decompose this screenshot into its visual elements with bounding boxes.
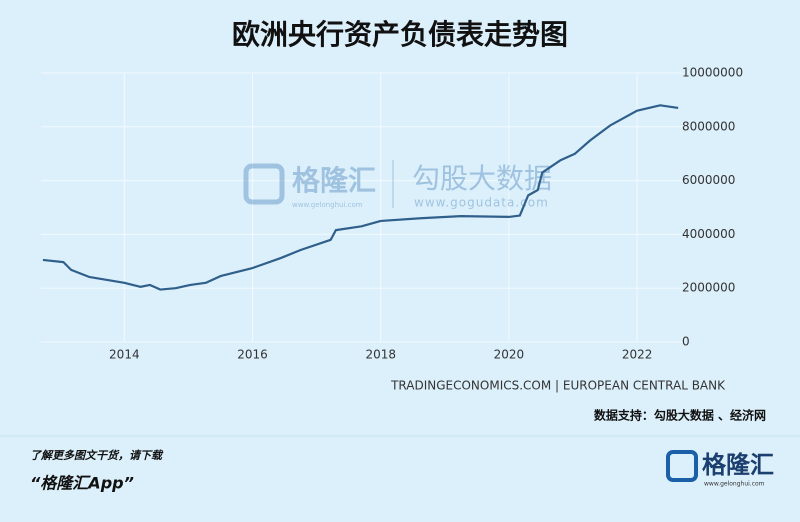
y-tick-label: 10000000: [682, 66, 743, 80]
logo-icon: [666, 450, 698, 482]
footer-app: “格隆汇App”: [30, 474, 134, 493]
logo-name: 格隆汇: [702, 451, 774, 479]
grid: 0 2000000 4000000 6000000 8000000 10000000 201…: [41, 66, 743, 362]
y-tick-label: 2000000: [682, 281, 735, 295]
watermark-brand-url: www.gelonghui.com: [292, 201, 363, 209]
chart-title: 欧洲央行资产负债表走势图: [232, 18, 568, 51]
x-tick-label: 2018: [365, 348, 396, 362]
x-tick-label: 2020: [494, 348, 525, 362]
watermark: 格隆汇 www.gelonghui.com 勾股大数据 www.gogudata…: [243, 160, 552, 210]
y-tick-label: 6000000: [682, 173, 735, 187]
plot: [42, 104, 679, 291]
source: TRADINGECONOMICS.COM | EUROPEAN CENTRAL …: [390, 379, 726, 393]
data-support: 数据支持：勾股大数据 、经济网: [594, 408, 766, 423]
x-tick-label: 2022: [622, 348, 653, 362]
x-tick-label: 2014: [109, 348, 140, 362]
y-tick-label: 8000000: [682, 119, 735, 133]
x-tick-label: 2016: [237, 348, 268, 362]
watermark-icon: [243, 163, 285, 205]
logo-url: www.gelonghui.com: [704, 481, 765, 488]
y-tick-label: 4000000: [682, 227, 735, 241]
data-line: [42, 104, 679, 291]
y-tick-label: 0: [682, 335, 690, 349]
watermark-partner: 勾股大数据: [412, 162, 552, 195]
footer-prompt: 了解更多图文干货，请下载: [30, 449, 164, 462]
watermark-brand: 格隆汇: [292, 164, 376, 197]
watermark-partner-url: www.gogudata.com: [414, 196, 549, 210]
